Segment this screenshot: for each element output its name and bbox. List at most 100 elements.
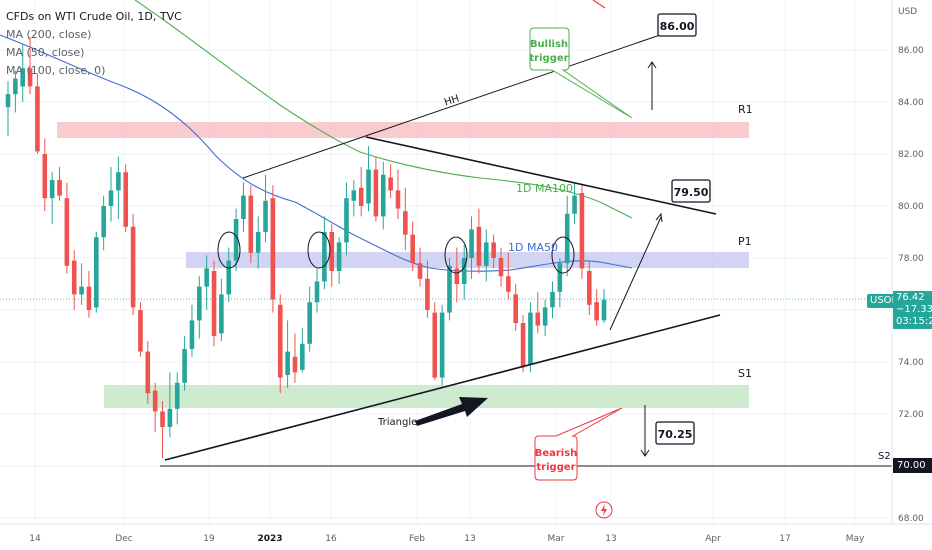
cross-circle-3 (444, 236, 468, 274)
candle-body (57, 180, 62, 196)
bearish-text-2: trigger (536, 462, 575, 473)
cross-circle-2 (307, 231, 331, 269)
bullish-text-1: Bullish (530, 39, 568, 50)
zone-r1 (57, 122, 749, 138)
candle-body (476, 226, 482, 266)
label-s2: S2 (878, 451, 891, 462)
candle-body (498, 258, 504, 277)
candle-body (314, 281, 320, 303)
triangle-label: Triangle (377, 417, 417, 428)
candles (5, 37, 607, 459)
candle-body (513, 294, 519, 323)
target-box-mid (671, 179, 711, 203)
candle-body (491, 242, 496, 258)
candle-body (572, 195, 577, 214)
candle-body (219, 294, 224, 334)
label-p1: P1 (738, 235, 752, 248)
candle-body (189, 320, 195, 349)
candle-body (42, 154, 48, 199)
candle-body (13, 78, 18, 95)
target-up-text: 86.00 (660, 20, 695, 33)
candle-body (182, 349, 187, 383)
candle-body (506, 276, 511, 292)
candle-body (123, 172, 129, 227)
candle-body (71, 260, 77, 295)
candle-body (138, 310, 143, 352)
y-tick-label: 84.00 (898, 98, 924, 108)
candle-body (277, 304, 283, 378)
y-tick-label: 80.00 (898, 202, 924, 212)
candle-body (145, 351, 151, 394)
indicator-ma-50[interactable]: MA (50, close) (6, 46, 85, 59)
candle-body (447, 265, 452, 313)
candle-body (358, 187, 364, 206)
price-value: 76.42 (896, 292, 925, 303)
zone-s1 (104, 385, 749, 408)
y-axis-unit: USD (898, 7, 917, 17)
candle-body (300, 343, 305, 370)
candle-body (425, 278, 430, 310)
x-tick: May (846, 534, 865, 544)
candle-body (130, 226, 136, 308)
bullish-callout (529, 27, 633, 119)
cross-circle-1 (217, 231, 241, 269)
candle-body (248, 195, 254, 253)
indicator-ma-200[interactable]: MA (200, close) (6, 28, 92, 41)
candle-body (483, 242, 489, 266)
zone-p1 (186, 252, 749, 268)
candle-body (167, 408, 173, 427)
candle-body (101, 206, 106, 238)
candle-body (241, 195, 246, 219)
candle-body (395, 190, 401, 209)
candle-body (263, 200, 268, 232)
indicator-ma-100[interactable]: MA (100, close, 0) (6, 64, 106, 77)
candle-body (535, 312, 541, 326)
chart-title[interactable]: CFDs on WTI Crude Oil, 1D, TVC (6, 10, 182, 23)
candle-body (329, 232, 335, 271)
ma-200-line (134, 0, 633, 219)
candle-body (594, 302, 599, 321)
candle-body (520, 323, 526, 368)
triangle-arrow (415, 397, 488, 426)
candle-body (79, 286, 84, 295)
x-tick: Mar (548, 534, 565, 544)
projection-arrows (609, 61, 663, 457)
candle-body (403, 211, 408, 235)
candle-body (255, 232, 261, 253)
label-r1: R1 (738, 103, 753, 116)
candle-body (211, 271, 217, 336)
ma100-label: 1D MA100 (516, 182, 573, 195)
y-tick-label: 82.00 (898, 150, 924, 160)
x-tick: 19 (203, 534, 215, 544)
candle-body (285, 351, 290, 375)
candle-body (336, 242, 342, 271)
candle-body (35, 86, 40, 152)
candle-body (49, 180, 55, 199)
candle-body (20, 68, 26, 87)
current-price-tag: USOIL 76.42 −17.33% 03:15:29 (865, 291, 932, 329)
y-tick-label: 86.00 (898, 46, 924, 56)
x-tick: Apr (705, 534, 721, 544)
candle-body (86, 286, 92, 310)
x-tick: 2023 (257, 534, 282, 544)
ma50-label: 1D MA50 (508, 241, 558, 254)
candle-body (351, 190, 357, 201)
x-tick: Dec (115, 534, 132, 544)
candle-body (380, 174, 386, 217)
candle-body (439, 312, 445, 378)
y-tick-label: 68.00 (898, 514, 924, 524)
x-tick: Feb (409, 534, 425, 544)
price-change: −17.33% (896, 304, 932, 315)
bar-countdown: 03:15:29 (896, 316, 932, 327)
candle-body (550, 291, 555, 308)
target-mid-text: 79.50 (674, 186, 709, 199)
candle-body (528, 312, 533, 365)
candle-body (204, 268, 209, 287)
bullish-text-2: trigger (529, 53, 568, 64)
x-tick: 14 (29, 534, 41, 544)
y-tick-label: 78.00 (898, 254, 924, 264)
candle-body (27, 68, 33, 87)
candle-body (270, 198, 276, 300)
cross-circle-4 (551, 236, 575, 274)
